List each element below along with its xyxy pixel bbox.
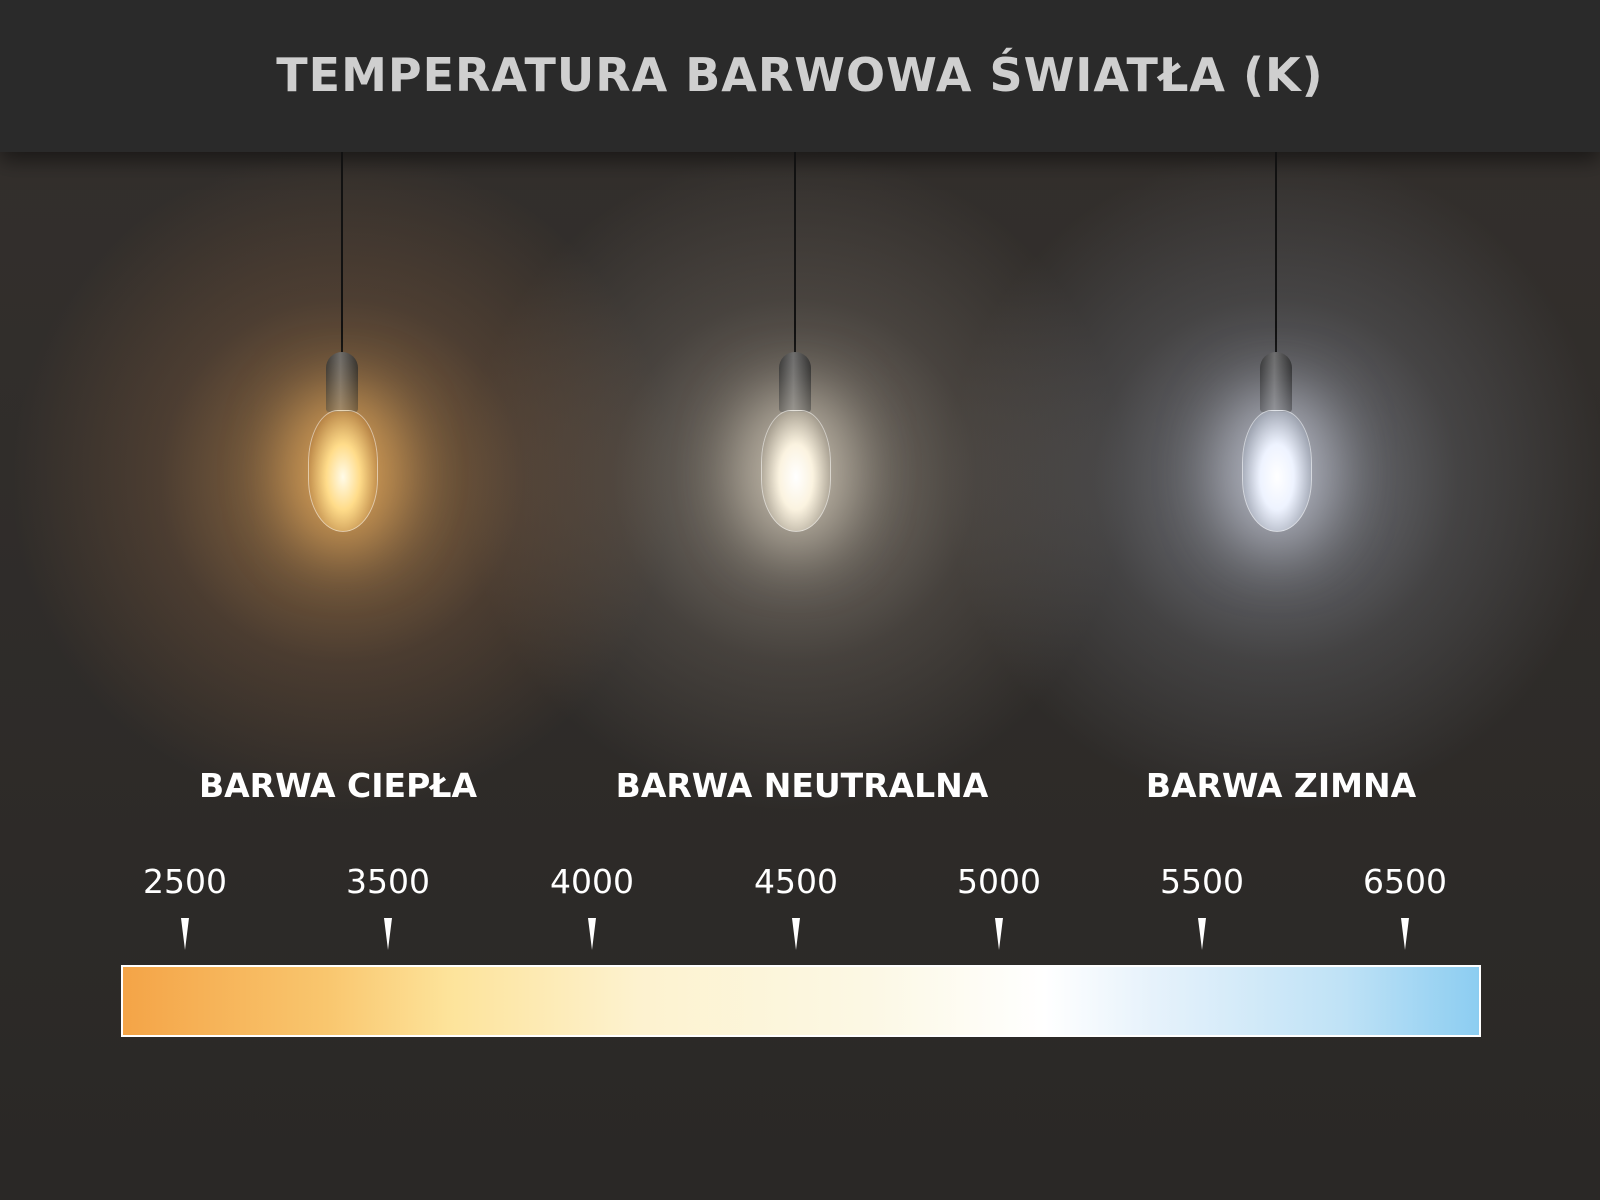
warm-bulb [302, 152, 382, 542]
tick-label: 4500 [754, 862, 838, 901]
tick-marker [792, 918, 800, 950]
label-cool: BARWA ZIMNA [1145, 766, 1417, 805]
label-neutral: BARWA NEUTRALNA [615, 766, 989, 805]
cool-bulb [1236, 152, 1316, 542]
socket [326, 352, 358, 412]
tick-label: 4000 [550, 862, 634, 901]
tick-marker [1198, 918, 1206, 950]
tick-label: 3500 [346, 862, 430, 901]
tick-marker [588, 918, 596, 950]
tick-marker [384, 918, 392, 950]
tick-marker [1401, 918, 1409, 950]
color-temperature-gradient-bar [121, 965, 1481, 1037]
page-title: TEMPERATURA BARWOWA ŚWIATŁA (K) [276, 48, 1324, 102]
tick-label: 6500 [1363, 862, 1447, 901]
tick-marker [181, 918, 189, 950]
socket [1260, 352, 1292, 412]
tick-label: 5000 [957, 862, 1041, 901]
socket [779, 352, 811, 412]
cord [794, 152, 796, 355]
bulb-glass [308, 410, 378, 532]
neutral-bulb [755, 152, 835, 542]
bulb-glass [1242, 410, 1312, 532]
bulb-glass [761, 410, 831, 532]
tick-label: 2500 [143, 862, 227, 901]
tick-label: 5500 [1160, 862, 1244, 901]
label-warm: BARWA CIEPŁA [198, 766, 478, 805]
cord [341, 152, 343, 355]
tick-marker [995, 918, 1003, 950]
header-band: TEMPERATURA BARWOWA ŚWIATŁA (K) [0, 0, 1600, 152]
cord [1275, 152, 1277, 355]
